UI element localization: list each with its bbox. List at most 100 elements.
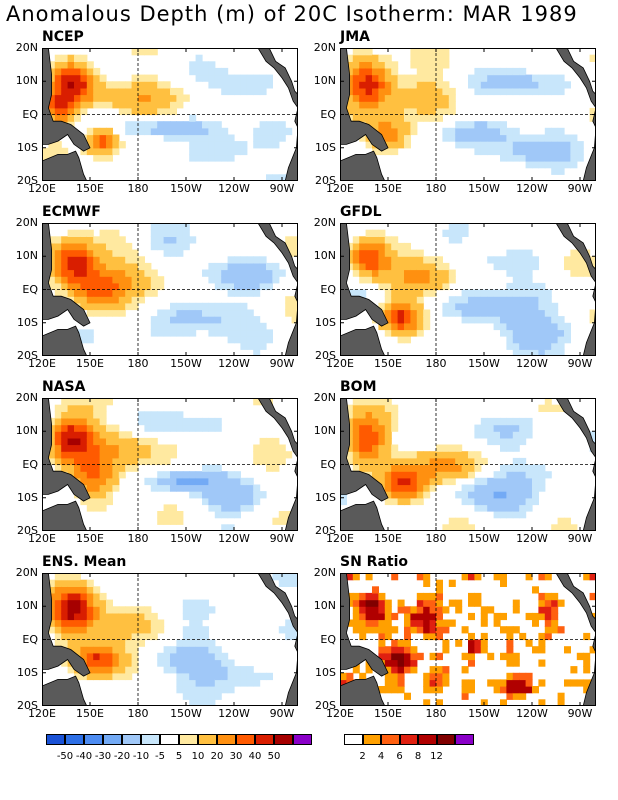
- heatmap-cell: [170, 107, 177, 116]
- heatmap-cell: [410, 296, 418, 304]
- heatmap-cell: [455, 639, 463, 647]
- heatmap-cell: [455, 451, 463, 459]
- heatmap-cell: [240, 666, 248, 674]
- heatmap-cell: [86, 424, 94, 432]
- heatmap-cell: [61, 444, 69, 452]
- heatmap-cell: [266, 74, 273, 82]
- heatmap-cell: [227, 81, 235, 89]
- heatmap-cell: [150, 417, 158, 426]
- heatmap-cell: [378, 632, 386, 641]
- heatmap-cell: [131, 302, 139, 311]
- heatmap-cell: [125, 659, 133, 667]
- heatmap-cell: [74, 262, 81, 271]
- heatmap-cell: [500, 573, 507, 581]
- heatmap-cell: [372, 586, 379, 594]
- heatmap-cell: [506, 289, 514, 297]
- heatmap-cell: [125, 666, 133, 674]
- heatmap-cell: [67, 229, 75, 237]
- heatmap-cell: [391, 322, 399, 331]
- heatmap-cell: [93, 612, 101, 621]
- heatmap-cell: [227, 74, 235, 82]
- heatmap-cell: [61, 451, 69, 459]
- heatmap-cell: [93, 417, 101, 426]
- heatmap-cell: [551, 329, 559, 337]
- heatmap-cell: [525, 81, 533, 89]
- heatmap-cell: [493, 127, 501, 136]
- heatmap-cell: [442, 94, 450, 102]
- heatmap-cell: [86, 249, 94, 257]
- heatmap-cell: [410, 652, 418, 661]
- heatmap-cell: [410, 276, 418, 284]
- heatmap-cell: [416, 322, 424, 331]
- heatmap-cell: [436, 612, 443, 621]
- heatmap-cell: [378, 256, 386, 264]
- heatmap-cell: [436, 54, 443, 62]
- heatmap-cell: [384, 652, 392, 661]
- heatmap-cell: [144, 262, 152, 271]
- heatmap-cell: [208, 659, 216, 667]
- heatmap-cell: [410, 302, 418, 311]
- heatmap-cell: [487, 147, 495, 156]
- heatmap-cell: [551, 161, 559, 169]
- heatmap-cell: [397, 302, 405, 311]
- heatmap-cell: [384, 444, 392, 452]
- heatmap-cell: [391, 87, 399, 96]
- heatmap-cell: [442, 262, 450, 271]
- heatmap-cell: [86, 586, 94, 594]
- heatmap-cell: [208, 692, 216, 700]
- heatmap-cell: [500, 316, 507, 324]
- heatmap-cell: [423, 484, 431, 492]
- heatmap-cell: [214, 147, 222, 156]
- heatmap-cell: [404, 302, 411, 311]
- heatmap-cell: [272, 451, 280, 459]
- heatmap-cell: [74, 599, 81, 607]
- heatmap-cell: [480, 504, 488, 512]
- heatmap-cell: [416, 276, 424, 284]
- heatmap-cell: [86, 504, 94, 512]
- heatmap-cell: [429, 652, 437, 661]
- heatmap-cell: [500, 491, 507, 499]
- heatmap-cell: [150, 48, 158, 56]
- heatmap-cell: [436, 61, 443, 69]
- heatmap-cell: [138, 81, 145, 89]
- heatmap-cell: [74, 282, 81, 291]
- heatmap-cell: [384, 242, 392, 251]
- heatmap-cell: [512, 336, 520, 344]
- heatmap-cell: [589, 107, 596, 116]
- heatmap-cell: [519, 497, 527, 506]
- heatmap-cell: [278, 457, 286, 466]
- heatmap-cell: [512, 141, 520, 149]
- x-tick-label: 150W: [170, 182, 202, 195]
- heatmap-cell: [391, 81, 399, 89]
- heatmap-cell: [202, 74, 209, 82]
- heatmap-cell: [525, 141, 533, 149]
- heatmap-cell: [512, 497, 520, 506]
- heatmap-cell: [352, 612, 360, 621]
- heatmap-cell: [86, 619, 94, 627]
- heatmap-cell: [150, 484, 158, 492]
- heatmap-cell: [157, 424, 165, 432]
- heatmap-cell: [106, 101, 113, 109]
- heatmap-cell: [346, 573, 354, 581]
- heatmap-cell: [557, 316, 565, 324]
- heatmap-cell: [54, 242, 62, 251]
- heatmap-cell: [384, 276, 392, 284]
- heatmap-cell: [372, 451, 379, 459]
- heatmap-cell: [532, 586, 539, 594]
- heatmap-cell: [551, 302, 559, 311]
- heatmap-cell: [106, 672, 113, 681]
- heatmap-cell: [359, 398, 367, 406]
- heatmap-cell: [416, 282, 424, 291]
- heatmap-cell: [214, 302, 222, 311]
- heatmap-cell: [99, 262, 107, 271]
- heatmap-cell: [468, 573, 475, 581]
- heatmap-cell: [468, 127, 475, 136]
- heatmap-cell: [397, 329, 405, 337]
- heatmap-cell: [234, 282, 241, 291]
- heatmap-cell: [80, 282, 88, 291]
- heatmap-cell: [112, 424, 120, 432]
- heatmap-cell: [442, 524, 450, 531]
- heatmap-cell: [455, 606, 463, 614]
- heatmap-cell: [112, 444, 120, 452]
- heatmap-cell: [163, 424, 171, 432]
